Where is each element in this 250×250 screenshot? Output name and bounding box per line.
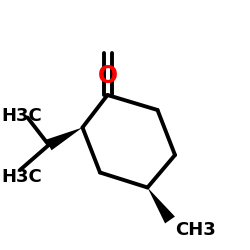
Text: CH3: CH3 <box>175 221 216 239</box>
Polygon shape <box>46 128 82 150</box>
Polygon shape <box>148 188 175 224</box>
Text: H3C: H3C <box>1 107 42 125</box>
Text: O: O <box>98 64 117 88</box>
Text: H3C: H3C <box>1 168 42 186</box>
